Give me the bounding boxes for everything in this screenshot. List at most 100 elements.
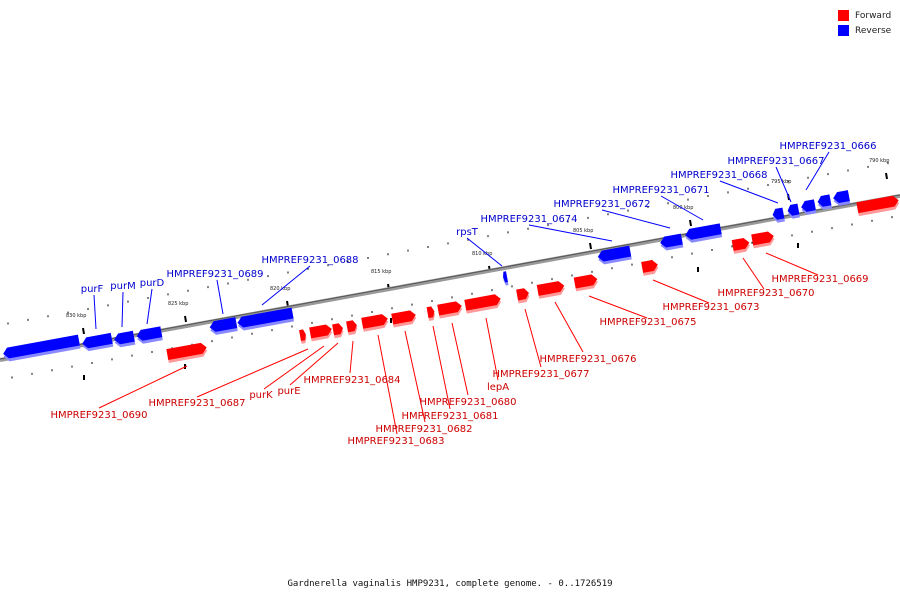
major-tick <box>885 172 888 180</box>
gene-body <box>516 288 529 301</box>
major-tick <box>82 327 85 335</box>
gene-body <box>856 195 899 214</box>
gene-arrow-hmpref9231-0677 <box>516 288 530 304</box>
gene-body <box>751 231 774 246</box>
major-tick <box>184 315 187 323</box>
gene-label-hmpref9231-0673: HMPREF9231_0673 <box>662 302 759 313</box>
genome-backbone-line <box>0 194 900 360</box>
gene-label-purf: purF <box>81 284 104 295</box>
leader-hmpref9231-0667 <box>775 166 792 203</box>
scale-tick-label: 815 kbp <box>371 269 391 275</box>
leader-hmpref9231-0666 <box>805 151 830 191</box>
scale-tick-label: 830 kbp <box>66 313 86 319</box>
gene-arrow-purk <box>309 324 333 342</box>
gene-arrow-hmpref9231-0676 <box>536 281 565 299</box>
label-leaders <box>93 151 830 435</box>
gene-arrow-hmpref9231-0668 <box>801 199 817 215</box>
scale-ticks: 790 kbp 795 kbp 800 kbp 805 kbp 810 kbp 815 k… <box>7 158 893 380</box>
gene-body <box>731 237 750 251</box>
gene-arrow-hmpref9231-0670 <box>731 237 750 254</box>
gene-arrow-hmpref9231-0689 <box>209 317 238 335</box>
gene-body <box>573 274 598 289</box>
gene-body <box>136 326 163 341</box>
gene-arrow-hmpref9231-0684 <box>346 320 358 336</box>
gene-body <box>391 310 416 325</box>
scale-tick-label: 820 kbp <box>270 286 290 292</box>
leader-rpst <box>466 237 503 267</box>
leader-hmpref9231-0690 <box>98 365 188 409</box>
gene-body <box>166 342 207 360</box>
gene-arrow-unlabeled-0 <box>856 195 900 217</box>
gene-label-hmpref9231-0669: HMPREF9231_0669 <box>771 274 868 285</box>
gene-label-hmpref9231-0690: HMPREF9231_0690 <box>50 410 147 421</box>
leader-purd <box>146 288 153 325</box>
gene-label-rpst: rpsT <box>456 227 479 238</box>
gene-label-hmpref9231-0683: HMPREF9231_0683 <box>347 436 444 447</box>
gene-arrow-hmpref9231-0687 <box>299 329 307 344</box>
gene-label-hmpref9231-0677: HMPREF9231_0677 <box>492 369 589 380</box>
gene-body <box>346 320 357 333</box>
leader-hmpref9231-0671 <box>660 195 704 221</box>
gene-label-purm: purM <box>110 281 135 292</box>
legend-forward: Forward <box>838 8 891 23</box>
gene-body <box>685 223 722 240</box>
gene-arrow-hmpref9231-0666 <box>833 190 851 206</box>
gene-arrow-hmpref9231-0671 <box>787 203 800 219</box>
gene-body <box>82 332 113 349</box>
gene-body <box>237 307 294 328</box>
gene-label-hmpref9231-0681: HMPREF9231_0681 <box>401 411 498 422</box>
gene-body <box>817 194 832 207</box>
gene-label-hmpref9231-0674: HMPREF9231_0674 <box>480 214 577 225</box>
leader-hmpref9231-0680 <box>451 322 469 396</box>
gene-body <box>787 203 800 216</box>
gene-label-pure: purE <box>277 386 300 397</box>
scale-tick-label: 825 kbp <box>168 301 188 307</box>
gene-arrow-hmpref9231-0680 <box>437 301 463 319</box>
leader-lepa <box>485 317 499 381</box>
gene-body <box>503 271 508 283</box>
gene-body <box>536 281 565 296</box>
forward-swatch <box>838 10 849 21</box>
gene-body <box>597 245 632 262</box>
gene-arrow-unlabeled-4 <box>772 207 785 223</box>
leader-hmpref9231-0668 <box>719 180 779 204</box>
gene-arrow-unlabeled-14 <box>3 334 81 362</box>
gene-body <box>437 301 462 316</box>
leader-purm <box>121 291 124 328</box>
gene-body <box>209 317 238 332</box>
reverse-swatch <box>838 25 849 36</box>
gene-label-hmpref9231-0682: HMPREF9231_0682 <box>375 424 472 435</box>
gene-arrow-hmpref9231-0675 <box>573 274 598 292</box>
leader-hmpref9231-0677 <box>524 308 542 368</box>
gene-arrow-hmpref9231-0681 <box>426 306 435 321</box>
leader-hmpref9231-0672 <box>601 209 671 229</box>
leader-hmpref9231-0684 <box>349 340 354 374</box>
gene-label-hmpref9231-0676: HMPREF9231_0676 <box>539 354 636 365</box>
gene-label-purk: purK <box>249 390 273 401</box>
gene-label-hmpref9231-0667: HMPREF9231_0667 <box>727 156 824 167</box>
gene-label-hmpref9231-0671: HMPREF9231_0671 <box>612 185 709 196</box>
leader-purf <box>93 294 97 330</box>
gene-body <box>361 314 388 329</box>
genome-backbone <box>0 194 900 362</box>
leader-hmpref9231-0682 <box>404 330 426 423</box>
gene-arrow-hmpref9231-0683 <box>361 314 389 332</box>
gene-body <box>114 330 135 345</box>
gene-features <box>3 190 900 363</box>
gene-arrow-hmpref9231-0688 <box>237 307 295 331</box>
gene-body <box>772 207 785 220</box>
gene-arrow-purm <box>114 330 136 348</box>
gene-label-hmpref9231-0689: HMPREF9231_0689 <box>166 269 263 280</box>
gene-body <box>641 260 658 273</box>
leader-hmpref9231-0687 <box>196 348 309 398</box>
gene-label-hmpref9231-0684: HMPREF9231_0684 <box>303 375 400 386</box>
gene-label-hmpref9231-0675: HMPREF9231_0675 <box>599 317 696 328</box>
leader-hmpref9231-0670 <box>742 257 765 290</box>
gene-arrow-hmpref9231-0672 <box>660 233 684 251</box>
legend-forward-label: Forward <box>855 10 892 21</box>
scale-tick-label: 790 kbp <box>869 158 889 164</box>
gene-label-hmpref9231-0687: HMPREF9231_0687 <box>148 398 245 409</box>
gene-label-hmpref9231-0688: HMPREF9231_0688 <box>261 255 358 266</box>
leader-hmpref9231-0683 <box>377 334 398 435</box>
gene-arrow-hmpref9231-0673 <box>641 260 659 276</box>
